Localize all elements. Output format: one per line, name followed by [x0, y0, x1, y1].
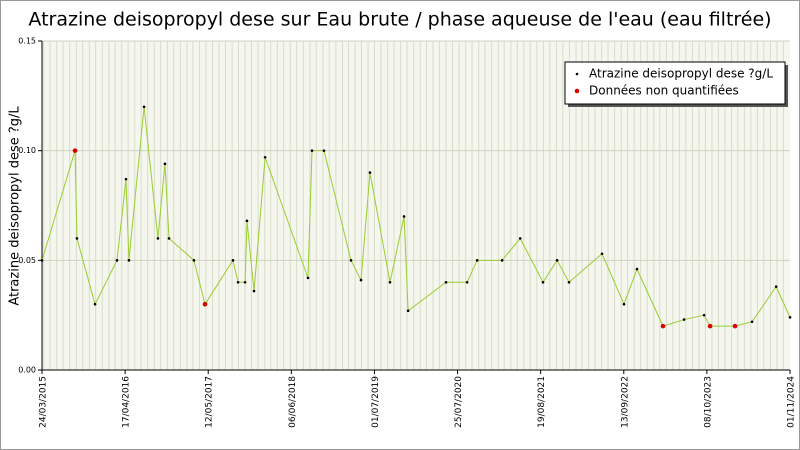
data-point: [702, 313, 706, 317]
data-point: [660, 323, 666, 329]
data-point: [127, 259, 131, 262]
x-tick-label: 24/03/2015: [39, 376, 49, 428]
y-tick-label: 0.05: [18, 256, 36, 265]
data-point: [774, 285, 778, 288]
data-point: [202, 301, 208, 307]
data-point: [245, 219, 249, 223]
x-tick-label: 12/05/2017: [205, 376, 215, 428]
data-point: [124, 177, 128, 181]
data-point: [622, 302, 626, 306]
data-point: [402, 215, 406, 218]
data-point: [115, 259, 119, 262]
data-point: [465, 280, 469, 284]
data-point: [475, 259, 479, 262]
data-point: [236, 280, 240, 284]
data-point: [518, 237, 522, 240]
data-point: [635, 267, 639, 271]
data-point: [310, 149, 314, 152]
data-point: [567, 280, 571, 284]
data-point: [72, 148, 78, 153]
data-point: [707, 323, 713, 329]
data-point: [231, 259, 235, 262]
data-point: [788, 316, 792, 319]
data-point: [306, 276, 310, 280]
data-point: [75, 237, 79, 240]
data-point: [142, 105, 146, 109]
data-point: [322, 149, 326, 152]
x-tick-label: 08/10/2023: [703, 376, 713, 428]
data-point: [167, 237, 171, 240]
data-point: [243, 280, 247, 284]
data-point: [388, 280, 392, 284]
data-point: [682, 318, 686, 321]
data-point: [500, 259, 504, 262]
x-tick-label: 17/04/2016: [122, 376, 132, 428]
data-point: [163, 162, 167, 166]
data-point: [252, 289, 256, 293]
data-point: [368, 171, 372, 174]
data-point: [349, 259, 353, 262]
data-point: [541, 280, 545, 284]
y-axis-label: Atrazine deisopropyl dese ?g/L: [8, 106, 23, 306]
data-point: [40, 259, 44, 262]
legend-label: Données non quantifiées: [589, 84, 739, 98]
x-tick-label: 25/07/2020: [454, 376, 464, 428]
data-point: [750, 320, 754, 324]
data-point: [359, 278, 363, 282]
y-tick-label: 0.00: [18, 366, 36, 375]
legend: [564, 61, 786, 105]
data-point: [263, 155, 267, 159]
x-tick-label: 01/11/2024: [787, 376, 797, 428]
x-tick-label: 06/06/2018: [288, 376, 298, 428]
x-tick-label: 01/07/2019: [371, 376, 381, 428]
data-point: [192, 259, 196, 262]
legend-label: Atrazine deisopropyl dese ?g/L: [589, 67, 773, 81]
y-tick-label: 0.15: [18, 37, 36, 46]
data-point: [156, 237, 160, 240]
x-tick-label: 19/08/2021: [537, 376, 547, 428]
data-point: [555, 259, 559, 262]
legend-marker: [575, 72, 579, 76]
data-point: [732, 323, 738, 329]
data-point: [93, 302, 97, 306]
data-point: [406, 309, 410, 313]
y-tick-label: 0.10: [18, 146, 36, 155]
data-point: [600, 252, 604, 256]
x-tick-label: 13/09/2022: [620, 376, 630, 428]
data-point: [444, 280, 448, 284]
chart-title: Atrazine deisopropyl dese sur Eau brute …: [28, 9, 771, 31]
legend-marker: [574, 88, 580, 94]
